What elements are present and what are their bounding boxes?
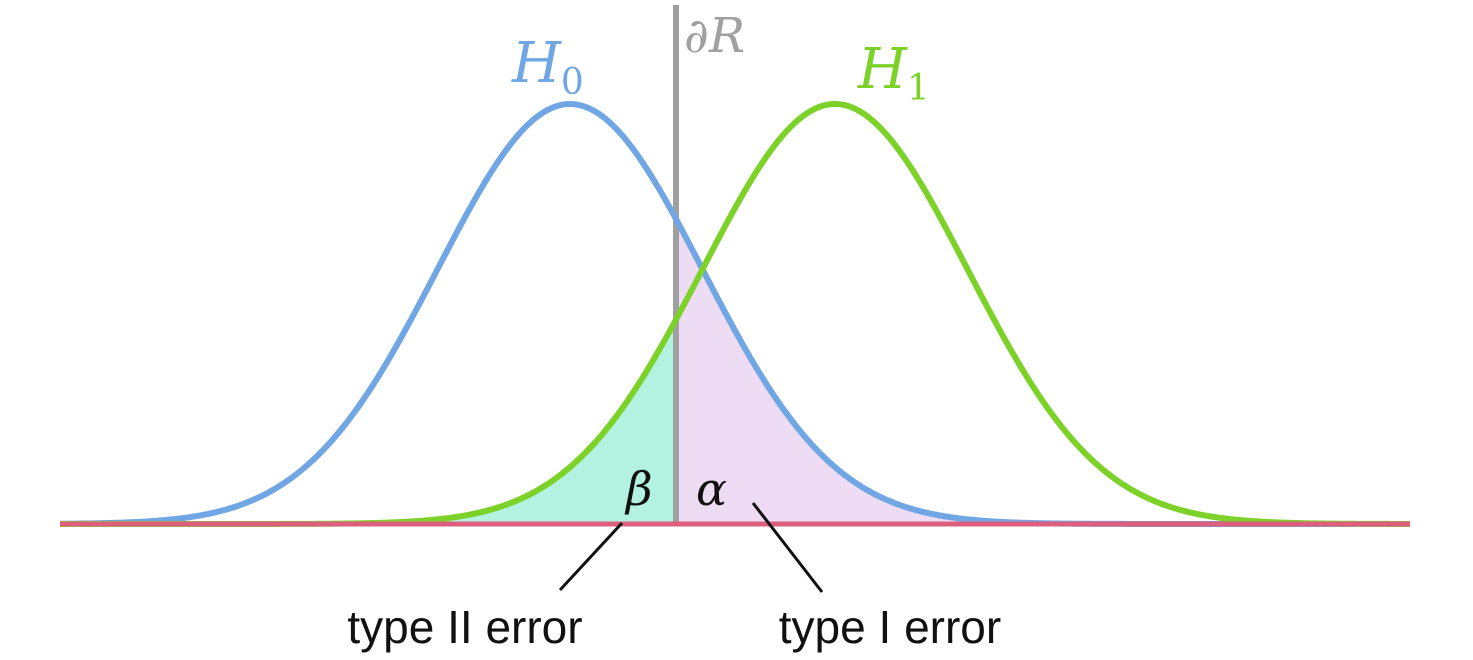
h0-symbol: H <box>511 31 562 96</box>
type-ii-pointer-line <box>558 521 624 592</box>
beta-symbol: β <box>624 462 653 516</box>
h1-symbol: H <box>857 37 908 102</box>
h1-label: H1 <box>857 37 930 109</box>
type-ii-error-region <box>60 319 676 524</box>
type-i-error-label: type I error <box>779 601 1001 653</box>
boundary-label: ∂R <box>684 8 745 64</box>
type-i-pointer-line <box>751 502 824 593</box>
h0-label: H0 <box>511 31 584 103</box>
type-ii-error-label: type II error <box>347 601 582 653</box>
type-i-error-region <box>676 219 1410 524</box>
h1-subscript: 1 <box>907 68 930 109</box>
alpha-symbol: α <box>696 462 727 516</box>
h0-subscript: 0 <box>561 62 584 103</box>
